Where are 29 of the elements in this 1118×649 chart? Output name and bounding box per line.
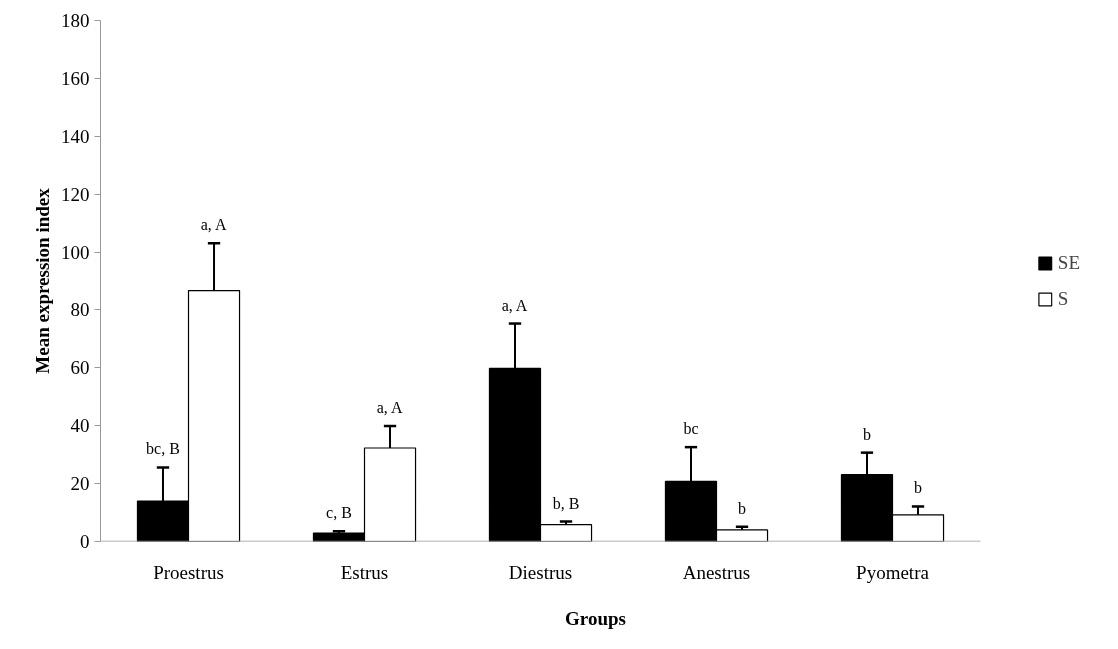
- annotation: b: [862, 425, 871, 443]
- y-axis-title: Mean expression index: [32, 187, 53, 374]
- x-tick-label: Anestrus: [682, 561, 751, 583]
- legend-label: S: [1057, 287, 1070, 310]
- x-tick-label: Diestrus: [508, 561, 573, 583]
- annotation: b: [914, 479, 923, 497]
- x-tick-label: Pyometra: [856, 561, 930, 583]
- y-tick-label: 120: [61, 183, 90, 205]
- y-tick-label: 60: [70, 357, 90, 379]
- annotation: bc, B: [146, 440, 180, 458]
- y-tick-label: 40: [70, 415, 90, 437]
- y-tick-label: 100: [61, 241, 90, 263]
- legend-label: SE: [1057, 251, 1080, 274]
- x-axis-title: Groups: [565, 607, 626, 629]
- y-tick-label: 0: [80, 531, 90, 552]
- y-tick-label: 80: [70, 299, 90, 321]
- annotation: a, A: [376, 399, 403, 417]
- annotation: b: [738, 499, 747, 517]
- annotation: a, A: [200, 216, 227, 234]
- x-tick-label: Estrus: [340, 561, 389, 583]
- y-tick-label: 180: [61, 10, 90, 31]
- annotation: b, B: [552, 494, 580, 512]
- annotation: a, A: [501, 296, 528, 314]
- y-tick-label: 140: [61, 125, 90, 147]
- annotation: c, B: [326, 504, 352, 522]
- x-tick-label: Proestrus: [153, 561, 224, 583]
- y-tick-label: 20: [70, 473, 90, 495]
- annotation: bc: [683, 420, 699, 438]
- y-tick-label: 160: [61, 67, 90, 89]
